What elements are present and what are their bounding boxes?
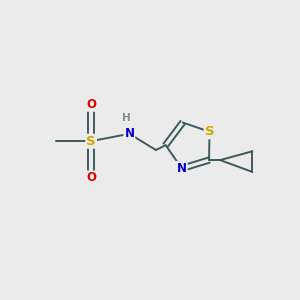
Text: O: O [86, 98, 96, 111]
Text: N: N [124, 127, 134, 140]
Text: H: H [122, 113, 131, 124]
Text: S: S [205, 125, 214, 138]
Text: O: O [86, 172, 96, 184]
Text: S: S [86, 135, 96, 148]
Text: N: N [177, 162, 187, 175]
